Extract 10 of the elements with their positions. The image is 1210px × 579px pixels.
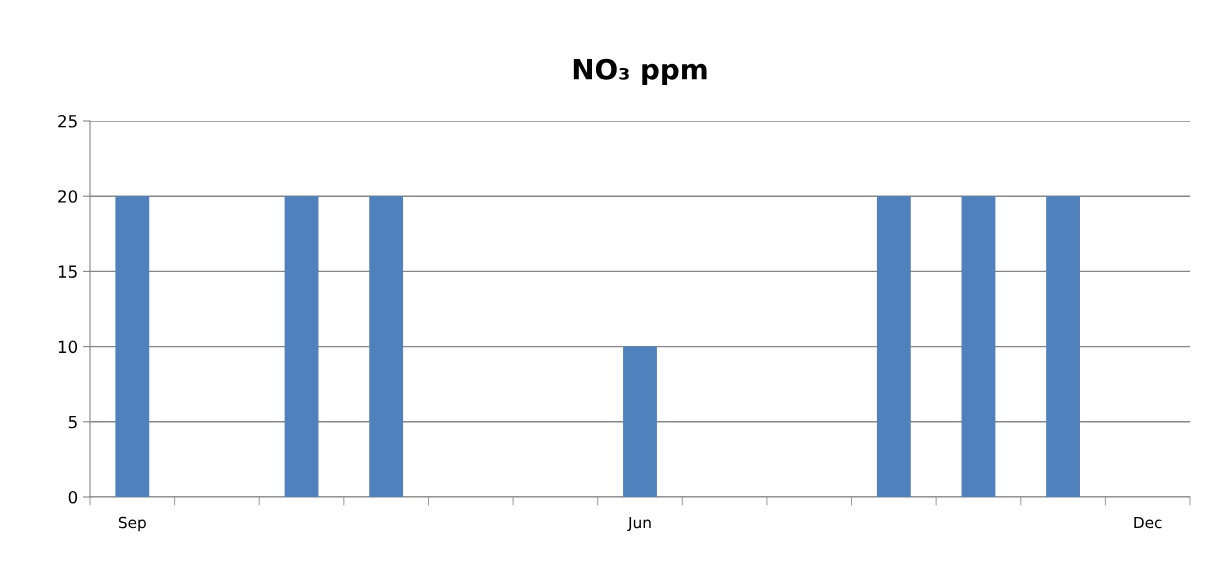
chart-title: NO₃ ppm [573,58,707,86]
y-tick-label: 0 [68,490,78,504]
y-tick-label: 10 [58,340,78,354]
y-tick-label: 15 [58,265,77,278]
x-tick-label: Sep [118,516,146,532]
y-tick-label: 25 [58,114,77,128]
y-tick-label: 5 [68,415,77,429]
x-tick-label: Dec [1134,516,1162,529]
y-tick-label: 20 [58,190,78,203]
x-tick-label: Jun [627,516,651,532]
